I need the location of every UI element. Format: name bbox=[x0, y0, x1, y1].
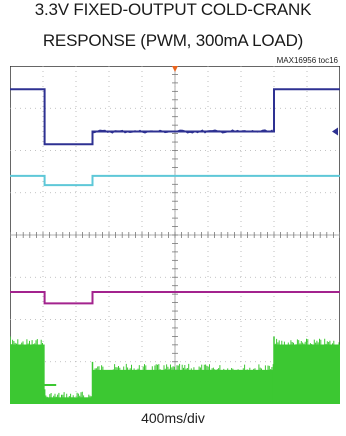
markers bbox=[172, 66, 338, 136]
pwm-trace bbox=[10, 336, 340, 404]
trigger-marker-icon bbox=[172, 66, 178, 72]
series-ripple bbox=[92, 129, 273, 134]
oscilloscope-plot bbox=[10, 66, 340, 404]
figure-tag: MAX16956 toc16 bbox=[276, 56, 338, 65]
channel-marker-icon bbox=[332, 127, 338, 136]
series-trace bbox=[10, 88, 340, 146]
chart-title-line-2: RESPONSE (PWM, 300mA LOAD) bbox=[42, 31, 304, 50]
series-trace bbox=[10, 174, 340, 187]
x-axis-label: 400ms/div bbox=[141, 410, 205, 426]
pwm-spikes bbox=[10, 339, 45, 404]
traces bbox=[10, 88, 340, 305]
pwm-band bbox=[44, 397, 93, 404]
series-trace bbox=[10, 291, 340, 305]
chart-title-line-1: 3.3V FIXED-OUTPUT COLD-CRANK bbox=[34, 0, 312, 19]
